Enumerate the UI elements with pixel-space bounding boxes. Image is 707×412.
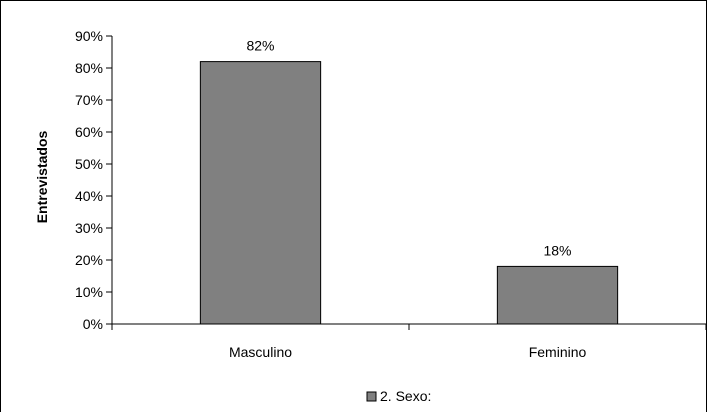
y-tick-label: 10%: [75, 284, 103, 300]
y-axis: 0% 10% 20% 30% 40% 50% 60% 70% 80% 90%: [75, 28, 113, 332]
y-tick-label: 60%: [75, 124, 103, 140]
y-tick-label: 90%: [75, 28, 103, 44]
legend-swatch: [366, 391, 377, 402]
bar: [496, 265, 619, 325]
bars: 82% 18%: [199, 38, 619, 325]
bar-data-label: 18%: [543, 242, 571, 258]
y-tick-label: 70%: [75, 92, 103, 108]
y-tick-label: 0%: [83, 316, 103, 332]
x-category-label: Masculino: [229, 344, 292, 360]
y-axis-title: Entrevistados: [34, 130, 50, 223]
bar-data-label: 82%: [246, 38, 274, 54]
bar: [199, 61, 322, 325]
y-tick-label: 80%: [75, 60, 103, 76]
y-tick-label: 40%: [75, 188, 103, 204]
legend-label: 2. Sexo:: [380, 388, 431, 404]
x-category-label: Feminino: [529, 344, 587, 360]
y-tick-label: 30%: [75, 220, 103, 236]
y-tick-label: 50%: [75, 156, 103, 172]
y-tick-label: 20%: [75, 252, 103, 268]
legend: 2. Sexo:: [366, 388, 431, 404]
